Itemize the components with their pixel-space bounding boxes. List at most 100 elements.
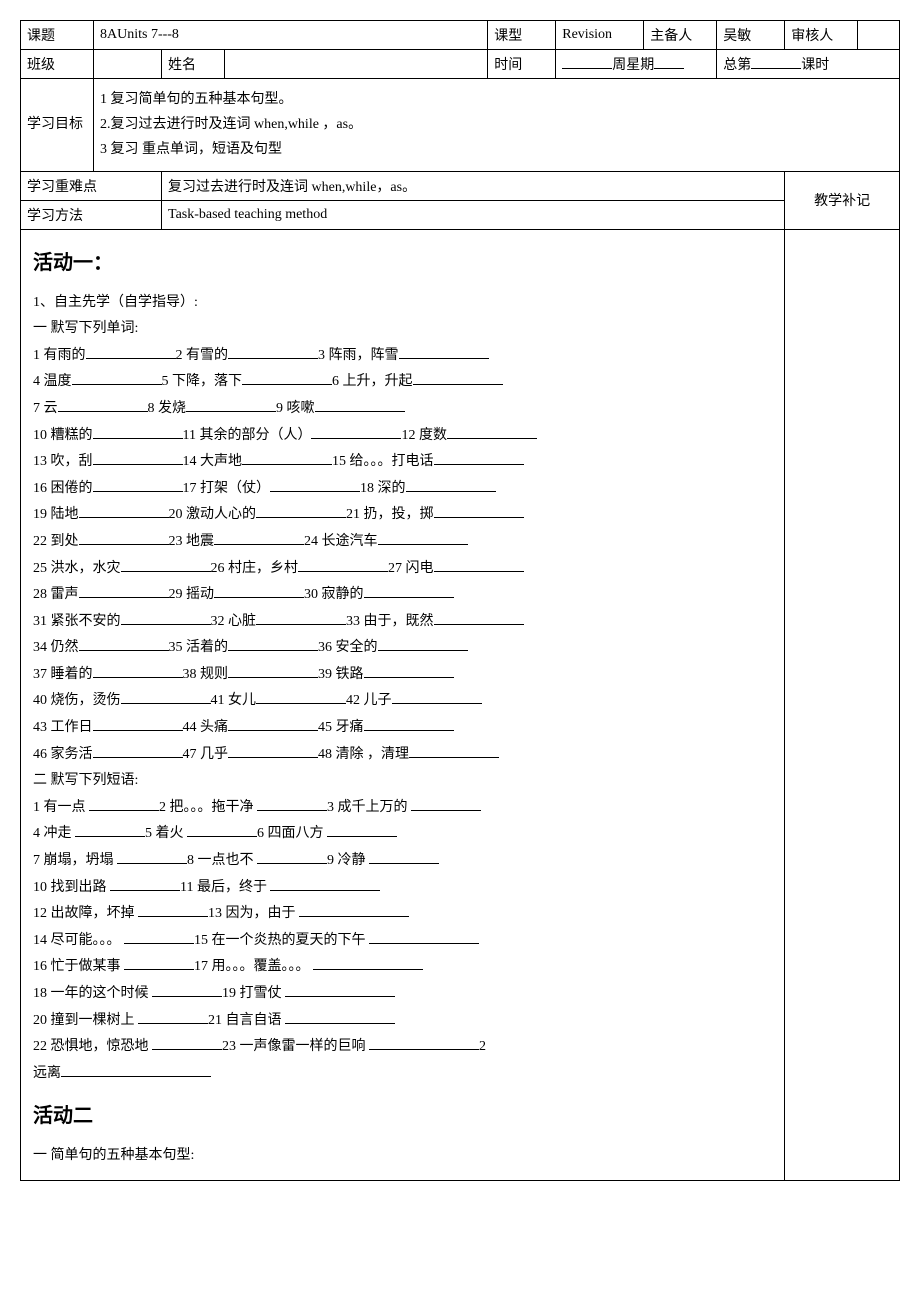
blank-underline xyxy=(93,743,183,758)
word-item: 9 咳嗽 xyxy=(276,401,315,416)
phrase-item: 6 四面八方 xyxy=(257,826,327,841)
phrase-item: 12 出故障，坏掉 xyxy=(33,906,138,921)
word-item: 4 温度 xyxy=(33,374,72,389)
word-item: 20 激动人心的 xyxy=(169,507,257,522)
word-item: 40 烧伤，烫伤 xyxy=(33,693,121,708)
word-row: 7 云 8 发烧 9 咳嗽 xyxy=(33,396,772,423)
blank-underline xyxy=(256,610,346,625)
blank-underline xyxy=(369,1035,479,1050)
word-item: 21 扔，投，掷 xyxy=(346,507,434,522)
blank-underline xyxy=(369,929,479,944)
blank-underline xyxy=(58,397,148,412)
word-row: 37 睡着的38 规则39 铁路 xyxy=(33,662,772,689)
word-item: 33 由于，既然 xyxy=(346,614,434,629)
word-row: 34 仍然35 活着的36 安全的 xyxy=(33,635,772,662)
blank-underline xyxy=(392,689,482,704)
blank-underline xyxy=(79,636,169,651)
phrase-item: 15 在一个炎热的夏天的下午 xyxy=(194,933,369,948)
total-period-cell: 总第课时 xyxy=(717,50,900,79)
blank-underline xyxy=(228,716,318,731)
word-row: 22 到处23 地震24 长途汽车 xyxy=(33,529,772,556)
blank-underline xyxy=(121,610,211,625)
blank-underline xyxy=(79,530,169,545)
main-content-cell: 活动一： 1、自主先学（自学指导）: 一 默写下列单词: 1 有雨的2 有雪的3… xyxy=(21,229,785,1180)
word-item: 38 规则 xyxy=(183,667,229,682)
activity-2-sec1: 一 简单句的五种基本句型: xyxy=(33,1143,772,1170)
word-item: 15 给。。。打电话 xyxy=(332,454,434,469)
word-item: 30 寂静的 xyxy=(304,587,364,602)
header-table: 课题 8AUnits 7---8 课型 Revision 主备人 吴敏 审核人 … xyxy=(20,20,900,1181)
blank-underline xyxy=(93,450,183,465)
word-row: 40 烧伤，烫伤41 女儿42 儿子 xyxy=(33,688,772,715)
word-item: 34 仍然 xyxy=(33,640,79,655)
self-study-intro: 1、自主先学（自学指导）: xyxy=(33,290,772,317)
word-item: 29 摇动 xyxy=(169,587,215,602)
blank-underline xyxy=(364,663,454,678)
phrase-item: 10 找到出路 xyxy=(33,880,110,895)
word-item: 46 家务活 xyxy=(33,747,93,762)
class-value xyxy=(94,50,162,79)
word-item: 35 活着的 xyxy=(169,640,229,655)
blank-underline xyxy=(257,796,327,811)
blank-underline xyxy=(138,902,208,917)
objectives-row: 学习目标 1 复习简单句的五种基本句型。 2.复习过去进行时及连词 when,w… xyxy=(21,79,900,172)
blank-underline xyxy=(79,503,169,518)
word-item: 5 下降，落下 xyxy=(162,374,243,389)
phrase-item: 18 一年的这个时候 xyxy=(33,986,152,1001)
blank-underline xyxy=(315,397,405,412)
word-item: 10 糟糕的 xyxy=(33,428,93,443)
blank-underline xyxy=(110,876,180,891)
week-cell: 周星期 xyxy=(556,50,717,79)
word-item: 1 有雨的 xyxy=(33,348,86,363)
words-list: 1 有雨的2 有雪的3 阵雨，阵雪4 温度5 下降，落下6 上升，升起7 云8 … xyxy=(33,343,772,769)
blank-underline xyxy=(434,557,524,572)
objectives-label: 学习目标 xyxy=(21,79,94,172)
activity-2-title: 活动二 xyxy=(33,1097,772,1135)
lesson-type-value: Revision xyxy=(556,21,644,50)
side-note-area xyxy=(785,229,900,1180)
word-item: 18 深的 xyxy=(360,481,406,496)
main-prep-value: 吴敏 xyxy=(717,21,785,50)
phrase-item: 22 恐惧地，惊恐地 xyxy=(33,1039,152,1054)
keypoints-value: 复习过去进行时及连词 when,while，as。 xyxy=(162,171,785,200)
phrase-item: 3 成千上万的 xyxy=(327,800,411,815)
worksheet-page: 课题 8AUnits 7---8 课型 Revision 主备人 吴敏 审核人 … xyxy=(20,20,900,1181)
blank-underline xyxy=(152,1035,222,1050)
trailing-index: 2 xyxy=(479,1039,486,1054)
blank-underline xyxy=(72,370,162,385)
phrase-item: 21 自言自语 xyxy=(208,1013,285,1028)
phrase-item: 19 打雪仗 xyxy=(222,986,285,1001)
blank-underline xyxy=(378,530,468,545)
word-item: 28 雷声 xyxy=(33,587,79,602)
phrase-item: 13 因为，由于 xyxy=(208,906,299,921)
word-item: 6 上升，升起 xyxy=(332,374,413,389)
blank-underline xyxy=(89,796,159,811)
word-item: 8 发烧 xyxy=(148,401,187,416)
activity-1-title: 活动一： xyxy=(33,244,772,282)
phrase-row: 7 崩塌，坍塌 8 一点也不 9 冷静 xyxy=(33,848,772,875)
word-item: 7 云 xyxy=(33,401,58,416)
word-row: 25 洪水，水灾26 村庄，乡村27 闪电 xyxy=(33,556,772,583)
phrase-row: 14 尽可能。。。 15 在一个炎热的夏天的下午 xyxy=(33,928,772,955)
blank-underline xyxy=(313,955,423,970)
blank-underline xyxy=(86,344,176,359)
blank-underline xyxy=(121,557,211,572)
blank-underline xyxy=(187,822,257,837)
blank-underline xyxy=(411,796,481,811)
blank-underline xyxy=(285,982,395,997)
word-item: 16 困倦的 xyxy=(33,481,93,496)
blank-underline xyxy=(138,1009,208,1024)
blank-underline xyxy=(228,636,318,651)
blank-underline xyxy=(117,849,187,864)
word-row: 28 雷声 29 摇动 30 寂静的 xyxy=(33,582,772,609)
word-item: 3 阵雨，阵雪 xyxy=(318,348,399,363)
word-item: 24 长途汽车 xyxy=(304,534,378,549)
word-item: 39 铁路 xyxy=(318,667,364,682)
blank-underline xyxy=(311,424,401,439)
blank-underline xyxy=(364,716,454,731)
objective-item: 1 复习简单句的五种基本句型。 xyxy=(100,87,893,112)
blank-underline xyxy=(369,849,439,864)
word-item: 32 心脏 xyxy=(211,614,257,629)
blank-underline xyxy=(378,636,468,651)
word-item: 25 洪水，水灾 xyxy=(33,561,121,576)
